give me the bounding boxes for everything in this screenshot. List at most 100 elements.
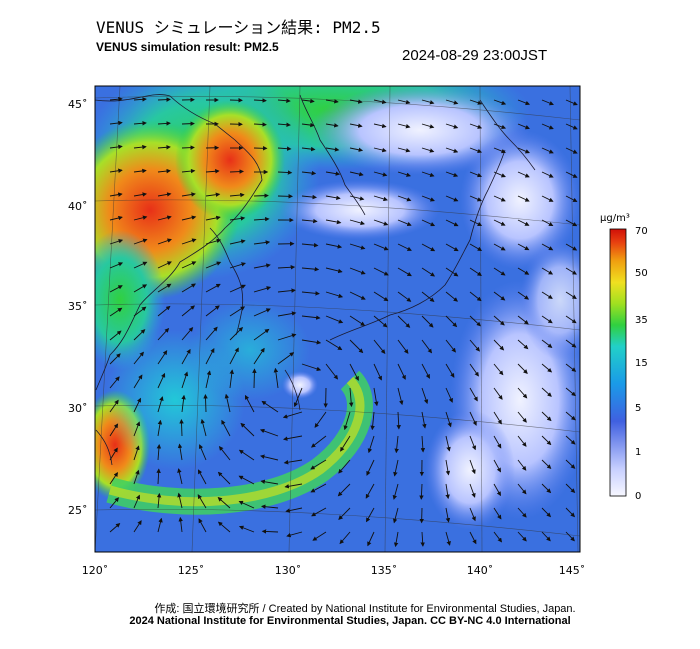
wind-arrow: [493, 243, 506, 251]
wind-arrow: [565, 123, 578, 130]
wind-arrow: [343, 411, 351, 431]
wind-arrow: [373, 291, 389, 302]
wind-arrow: [260, 454, 279, 461]
wind-arrow: [203, 394, 208, 413]
wind-arrow: [445, 339, 456, 353]
wind-arrow: [565, 195, 578, 202]
wind-arrow: [133, 520, 142, 533]
wind-arrow: [133, 494, 141, 509]
wind-arrow: [373, 315, 388, 328]
legend-tick-5: 5: [635, 403, 641, 414]
wind-arrow: [469, 435, 477, 451]
wind-arrow: [445, 219, 459, 227]
wind-arrow: [181, 327, 194, 341]
wind-arrow: [253, 347, 265, 365]
wind-arrow: [205, 261, 222, 269]
legend-unit: µg/m³: [600, 213, 630, 224]
coastlines: [95, 94, 536, 466]
wind-arrow: [565, 507, 576, 518]
wind-arrow: [218, 445, 231, 461]
wind-arrow: [109, 239, 124, 245]
wind-arrow: [133, 97, 147, 102]
wind-arrow: [325, 315, 344, 324]
wind-arrow: [445, 363, 455, 378]
wind-arrow: [252, 368, 257, 389]
wind-arrow: [109, 399, 119, 413]
timestamp: 2024-08-29 23:00JST: [402, 47, 548, 64]
wind-arrow: [277, 98, 291, 104]
wind-arrow: [421, 363, 430, 379]
wind-arrow: [157, 97, 171, 102]
wind-arrow: [517, 147, 530, 154]
wind-arrow: [393, 459, 399, 477]
wind-arrow: [421, 267, 436, 277]
wind-arrow: [373, 387, 379, 407]
wind-arrow: [253, 308, 271, 317]
wind-arrow: [285, 507, 303, 513]
wind-arrow: [181, 192, 196, 197]
wind-arrow: [156, 468, 161, 485]
wind-arrow: [277, 288, 296, 293]
wind-arrow: [373, 147, 387, 153]
wind-arrow: [348, 387, 354, 408]
wind-arrow: [109, 192, 123, 197]
wind-arrow: [133, 168, 147, 174]
longitude-labels: 120˚ 125˚ 130˚ 135˚ 140˚ 145˚: [82, 564, 586, 577]
wind-arrow: [133, 306, 147, 317]
wind-arrow: [421, 195, 435, 202]
wind-arrow: [541, 195, 554, 202]
wind-arrow: [420, 435, 426, 453]
wind-arrow: [493, 123, 507, 130]
wind-arrow: [301, 194, 317, 200]
lat-tick-30: 30˚: [68, 402, 88, 415]
wind-arrow: [181, 238, 197, 245]
wind-arrow: [421, 291, 435, 302]
wind-arrow: [325, 243, 343, 249]
wind-arrow: [349, 171, 364, 177]
wind-arrow: [373, 99, 387, 105]
wind-arrow: [283, 459, 303, 465]
wind-arrow: [445, 411, 452, 428]
wind-arrow: [261, 400, 279, 413]
wind-arrow: [133, 120, 147, 126]
lon-tick-130: 130˚: [275, 564, 302, 577]
wind-arrow: [277, 333, 297, 341]
wind-arrow: [445, 291, 458, 302]
wind-arrow: [109, 215, 123, 221]
wind-arrow: [469, 267, 482, 277]
wind-arrow: [517, 531, 527, 542]
wind-arrow: [541, 291, 553, 299]
pm25-field: [95, 86, 580, 552]
wind-arrow: [301, 266, 320, 272]
wind-arrow: [301, 291, 320, 296]
wind-arrow: [493, 171, 506, 178]
wind-arrow: [311, 507, 327, 517]
wind-arrow: [565, 387, 576, 397]
wind-arrow: [517, 363, 528, 374]
wind-arrow: [157, 305, 171, 317]
wind-arrow: [229, 169, 244, 174]
wind-arrow: [253, 193, 269, 198]
wind-arrow: [286, 531, 303, 538]
wind-arrow: [349, 147, 364, 152]
wind-arrow: [109, 168, 123, 173]
wind-arrow: [517, 411, 527, 423]
wind-arrow: [229, 262, 246, 269]
wind-arrow: [541, 459, 552, 470]
wind-arrow: [373, 363, 382, 381]
wind-arrow: [397, 363, 406, 380]
wind-arrow: [325, 363, 339, 380]
wind-arrow: [421, 315, 434, 328]
legend-tick-70: 70: [635, 226, 648, 237]
wind-arrow: [392, 483, 399, 500]
wind-arrow: [301, 339, 322, 345]
wind-arrow: [517, 387, 528, 399]
wind-arrow: [133, 421, 141, 437]
wind-arrow: [517, 315, 529, 325]
wind-arrow: [261, 529, 279, 534]
wind-arrow: [469, 291, 482, 302]
wind-arrow: [253, 240, 271, 245]
wind-arrow: [181, 283, 196, 293]
wind-arrow: [541, 531, 551, 542]
wind-arrow: [445, 315, 458, 328]
